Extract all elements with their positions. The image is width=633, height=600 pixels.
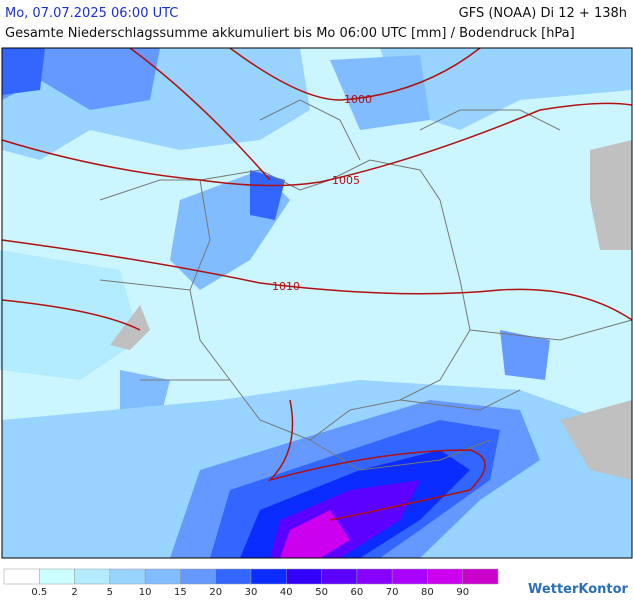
legend-label: 70 (386, 587, 399, 598)
model: GFS (NOAA) Di 12 + 138h (458, 6, 627, 21)
legend-swatch (321, 568, 358, 585)
isobars (1, 47, 633, 521)
legend-label: 60 (350, 587, 363, 598)
legend-swatch (427, 568, 463, 585)
legend-label: 80 (421, 587, 434, 598)
subtitle: Gesamte Niederschlagssumme akkumuliert b… (5, 26, 575, 41)
logo: WetterKontor (528, 582, 629, 597)
legend-swatch (391, 568, 428, 585)
legend-label: 50 (315, 587, 328, 598)
legend-label: 90 (456, 587, 469, 598)
legend-label: 2 (71, 587, 77, 598)
legend-label: 40 (280, 587, 293, 598)
isobar-label: 1005 (332, 174, 360, 187)
legend-label: 15 (174, 587, 187, 598)
legend-swatch (250, 568, 287, 585)
map-frame (1, 47, 633, 559)
date: Mo, 07.07.2025 06:00 UTC (5, 6, 179, 21)
legend-label: 30 (245, 587, 258, 598)
isobar-label: 1010 (272, 280, 300, 293)
legend-swatch (462, 568, 499, 585)
legend-swatch (74, 568, 111, 585)
precip-areas (0, 48, 632, 558)
legend-swatch (215, 568, 252, 585)
legend-swatch (144, 568, 181, 585)
legend-label: 20 (209, 587, 222, 598)
legend: 0.5 2 5 10 15 20 30 40 50 60 70 80 90 (3, 568, 499, 598)
isobar-label: 1000 (344, 93, 372, 106)
legend-swatch (180, 568, 216, 585)
legend-swatch (39, 568, 75, 585)
legend-label: 5 (107, 587, 113, 598)
legend-swatch (3, 568, 40, 585)
borders (99, 99, 633, 471)
legend-swatch (286, 568, 322, 585)
legend-label: 10 (139, 587, 152, 598)
legend-swatch (356, 568, 393, 585)
legend-label: 0.5 (31, 587, 47, 598)
legend-swatch (109, 568, 146, 585)
